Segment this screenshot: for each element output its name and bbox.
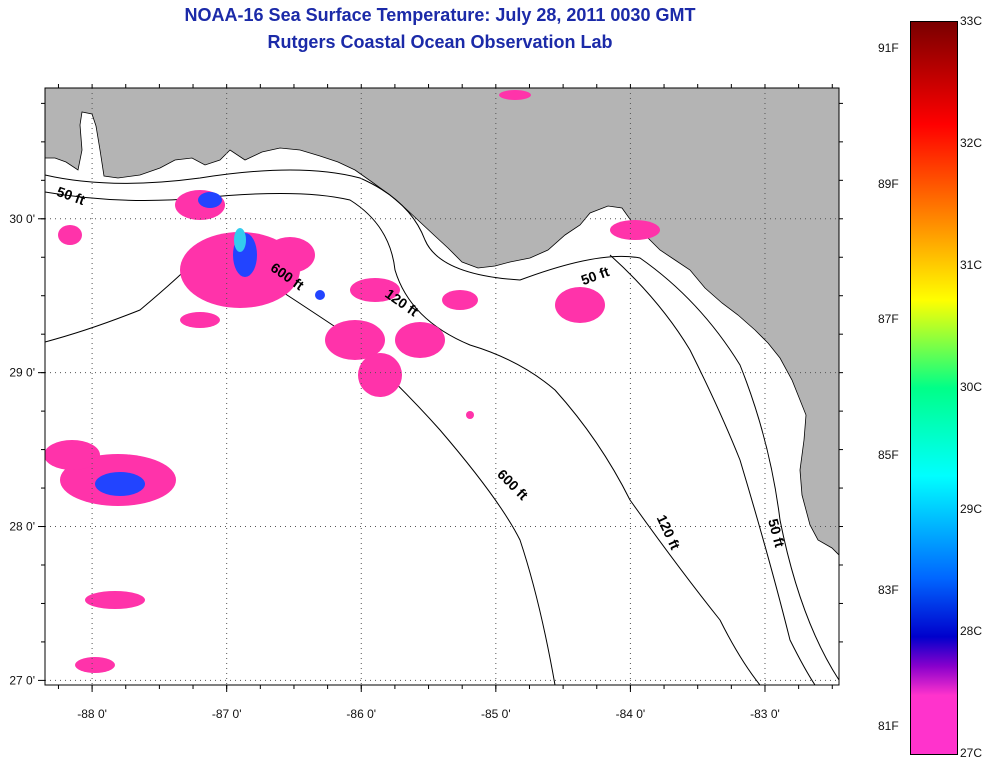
x-tick-label: -83 0' xyxy=(750,707,780,721)
colorbar-celsius-label: 28C xyxy=(960,624,983,638)
colorbar-celsius-label: 31C xyxy=(960,258,983,272)
x-tick-label: -85 0' xyxy=(481,707,511,721)
sst-patches xyxy=(45,90,660,673)
map-title: NOAA-16 Sea Surface Temperature: July 28… xyxy=(184,5,696,25)
colorbar-fahrenheit-label: 91F xyxy=(878,41,899,56)
y-tick-label: 27 0' xyxy=(9,673,35,687)
map-frame xyxy=(44,87,840,686)
colorbar-fahrenheit-label: 81F xyxy=(878,718,899,733)
isobath-50ft-east xyxy=(609,254,816,685)
x-tick-label: -86 0' xyxy=(346,707,376,721)
x-tick-label: -88 0' xyxy=(77,707,107,721)
land-mass xyxy=(45,88,839,556)
colorbar-celsius-label: 29C xyxy=(960,502,983,516)
axis-ticks: -88 0' -87 0' -86 0' -85 0' -84 0' -83 0' 30 0… xyxy=(9,84,843,721)
x-tick-label: -84 0' xyxy=(616,707,646,721)
colorbar-fahrenheit-label: 89F xyxy=(878,176,899,191)
temperature-colorbar xyxy=(910,21,958,755)
isobath-50ft-west xyxy=(45,169,839,681)
y-tick-label: 29 0' xyxy=(9,366,35,380)
contour-label: 50 ft xyxy=(765,517,788,549)
isobath-120ft xyxy=(45,191,761,685)
map-subtitle: Rutgers Coastal Ocean Observation Lab xyxy=(267,32,613,52)
y-tick-label: 30 0' xyxy=(9,212,35,226)
x-tick-label: -87 0' xyxy=(212,707,242,721)
colorbar-celsius-label: 27C xyxy=(960,746,983,760)
colorbar-fahrenheit-label: 87F xyxy=(878,312,899,327)
y-tick-label: 28 0' xyxy=(9,520,35,534)
colorbar-fahrenheit-label: 83F xyxy=(878,583,899,598)
colorbar-celsius-label: 32C xyxy=(960,136,983,150)
colorbar-celsius-label: 33C xyxy=(960,14,983,28)
colorbar-fahrenheit-label: 85F xyxy=(878,447,899,462)
colorbar-celsius-label: 30C xyxy=(960,380,983,394)
